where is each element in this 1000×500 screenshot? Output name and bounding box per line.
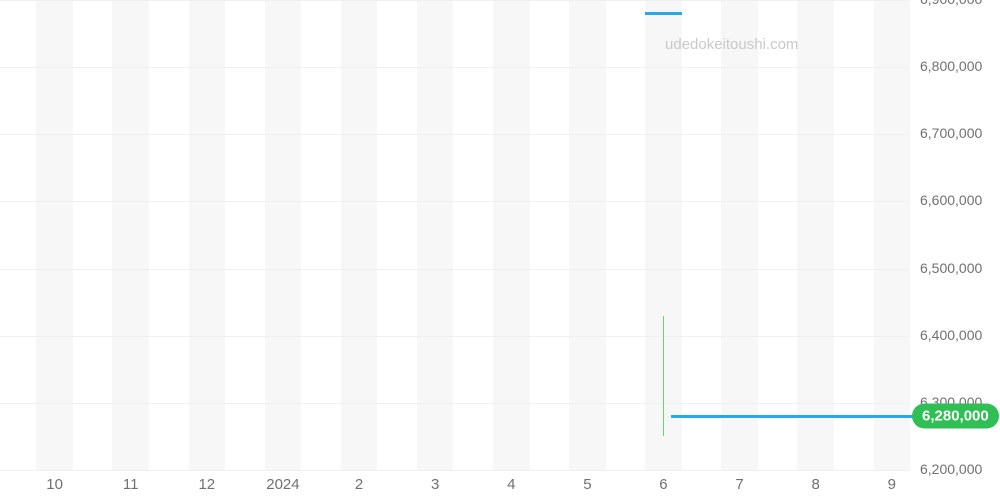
y-tick-label: 6,500,000 (920, 260, 982, 276)
range-candle (663, 316, 664, 437)
category-band (417, 0, 454, 470)
x-tick-label: 12 (198, 476, 215, 493)
x-tick-label: 8 (812, 476, 820, 493)
x-tick-label: 10 (46, 476, 63, 493)
gridline (0, 336, 910, 337)
category-band (341, 0, 378, 470)
x-tick-label: 11 (123, 476, 139, 493)
category-band (569, 0, 606, 470)
current-price-badge: 6,280,000 (912, 404, 999, 429)
y-tick-label: 6,600,000 (920, 192, 982, 208)
category-band (189, 0, 226, 470)
x-tick-label: 2 (355, 476, 363, 493)
gridline (0, 67, 910, 68)
category-band (721, 0, 758, 470)
x-tick-label: 4 (507, 476, 515, 493)
y-tick-label: 6,800,000 (920, 58, 982, 74)
x-tick-label: 9 (888, 476, 896, 493)
y-tick-label: 6,900,000 (920, 0, 982, 7)
plot-area (0, 0, 910, 470)
category-band (493, 0, 530, 470)
gridline (0, 403, 910, 404)
gridline (0, 470, 910, 471)
x-tick-label: 7 (735, 476, 743, 493)
gridline (0, 269, 910, 270)
x-tick-label: 5 (583, 476, 591, 493)
y-tick-label: 6,700,000 (920, 125, 982, 141)
price-chart: 6,200,0006,300,0006,400,0006,500,0006,60… (0, 0, 1000, 500)
category-band (36, 0, 73, 470)
price-line-segment (645, 12, 682, 15)
x-tick-label: 6 (659, 476, 667, 493)
gridline (0, 201, 910, 202)
watermark-text: udedokeitoushi.com (665, 36, 798, 53)
category-band (112, 0, 149, 470)
gridline (0, 134, 910, 135)
x-tick-label: 3 (431, 476, 439, 493)
category-band (797, 0, 834, 470)
gridline (0, 0, 910, 1)
x-tick-label: 2024 (266, 476, 299, 493)
category-band (265, 0, 302, 470)
category-band (874, 0, 911, 470)
y-tick-label: 6,400,000 (920, 327, 982, 343)
y-tick-label: 6,200,000 (920, 461, 982, 477)
